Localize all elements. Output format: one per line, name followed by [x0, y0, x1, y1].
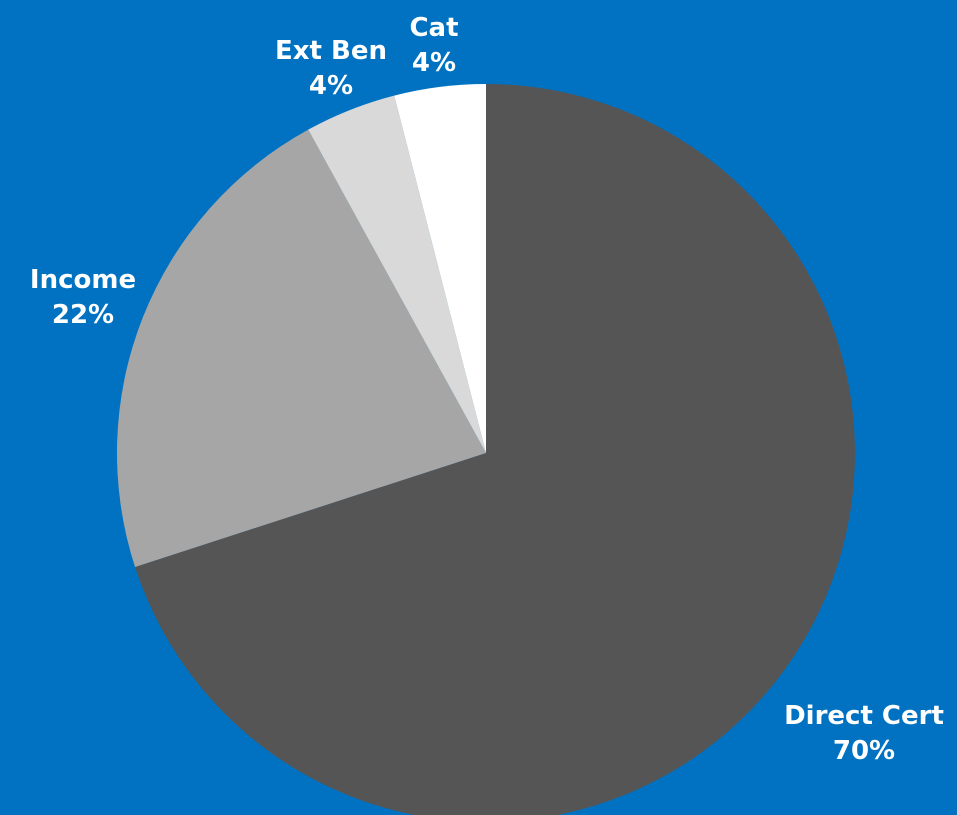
slice-label-percent: 4% [412, 48, 456, 78]
slice-label-percent: 22% [52, 300, 114, 330]
pie-slice-income [116, 129, 486, 568]
pie-slice-direct-cert [135, 84, 855, 815]
slice-label-name: Income [30, 265, 136, 295]
slice-label-name: Ext Ben [275, 36, 387, 66]
pie-slice-cat [394, 84, 486, 453]
slice-label-percent: 4% [309, 71, 353, 101]
pie-slice-ext-ben [308, 95, 486, 453]
slice-label-name: Cat [409, 13, 458, 43]
slice-label-name: Direct Cert [784, 701, 944, 731]
slice-label-percent: 70% [833, 736, 895, 766]
